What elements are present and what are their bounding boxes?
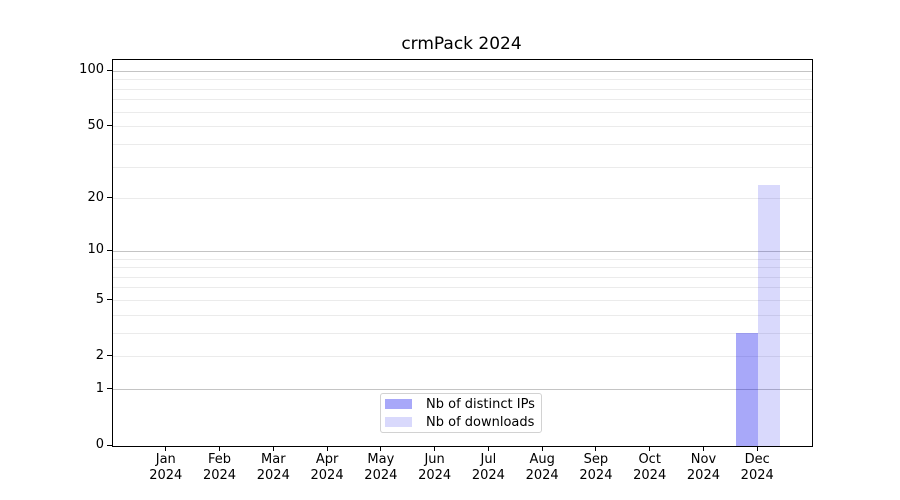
x-tick — [219, 446, 221, 451]
legend: Nb of distinct IPs Nb of downloads — [380, 393, 542, 433]
gridline-minor — [113, 88, 812, 90]
x-tick-label: Sep 2024 — [579, 452, 613, 483]
chart-title: crmPack 2024 — [401, 34, 522, 54]
x-tick-label: Nov 2024 — [686, 452, 720, 483]
y-tick-label: 2 — [95, 347, 104, 363]
x-tick — [272, 446, 274, 451]
x-tick — [165, 446, 167, 451]
gridline-minor — [113, 79, 812, 81]
plot-area — [112, 59, 813, 447]
y-tick — [107, 299, 112, 300]
y-tick — [107, 388, 112, 390]
gridline-major — [113, 70, 812, 72]
gridline-minor — [113, 356, 812, 358]
x-tick — [380, 446, 382, 451]
bar-nb-of-downloads-dec — [758, 184, 781, 446]
y-tick-label: 10 — [87, 242, 104, 258]
legend-item-nb-of-distinct-ips: Nb of distinct IPs — [385, 397, 535, 412]
x-tick-label: Feb 2024 — [202, 452, 237, 483]
gridline-minor — [113, 166, 812, 168]
gridline-minor — [113, 258, 812, 260]
x-tick-label: Jan 2024 — [149, 452, 183, 483]
x-tick-label: May 2024 — [364, 452, 398, 483]
gridline-minor — [113, 267, 812, 269]
gridline-major — [113, 389, 812, 391]
y-tick-label: 50 — [87, 117, 104, 133]
x-tick — [595, 446, 597, 451]
x-tick-label: Mar 2024 — [256, 452, 290, 483]
x-tick — [702, 446, 704, 451]
x-tick-label: Dec 2024 — [740, 452, 774, 483]
gridline-minor — [113, 276, 812, 278]
x-tick — [434, 446, 436, 451]
x-tick — [649, 446, 651, 451]
gridline-minor — [113, 300, 812, 301]
y-tick-label: 5 — [95, 291, 104, 307]
gridline-minor — [113, 332, 812, 334]
legend-swatch — [385, 399, 412, 409]
gridline-minor — [113, 99, 812, 101]
x-tick-label: Oct 2024 — [633, 452, 667, 483]
gridline-minor — [113, 126, 812, 128]
y-tick-label: 1 — [95, 380, 104, 396]
legend-item-nb-of-downloads: Nb of downloads — [385, 415, 535, 430]
gridline-minor — [113, 143, 812, 145]
y-tick-label: 100 — [79, 62, 104, 78]
x-tick-label: Aug 2024 — [525, 452, 559, 483]
y-tick — [107, 69, 112, 71]
y-tick-label: 20 — [87, 189, 104, 205]
gridline-minor — [113, 198, 812, 200]
y-tick-label: 0 — [95, 437, 104, 452]
x-tick-label: Jun 2024 — [418, 452, 452, 483]
y-tick — [107, 355, 112, 357]
x-tick-label: Jul 2024 — [471, 452, 505, 483]
y-tick — [107, 197, 112, 199]
y-tick — [107, 125, 112, 127]
gridline-minor — [113, 314, 812, 316]
legend-label: Nb of downloads — [426, 414, 535, 430]
x-tick — [487, 446, 489, 451]
y-tick — [107, 444, 112, 446]
x-tick-label: Apr 2024 — [310, 452, 344, 483]
x-tick — [326, 446, 328, 451]
y-tick — [107, 249, 112, 251]
legend-label: Nb of distinct IPs — [426, 396, 535, 412]
gridline-major — [113, 250, 812, 252]
x-tick — [541, 446, 543, 451]
gridline-minor — [113, 287, 812, 289]
bar-nb-of-distinct-ips-dec — [736, 333, 759, 446]
x-tick — [756, 446, 758, 451]
legend-swatch — [385, 417, 412, 427]
gridline-minor — [113, 111, 812, 113]
